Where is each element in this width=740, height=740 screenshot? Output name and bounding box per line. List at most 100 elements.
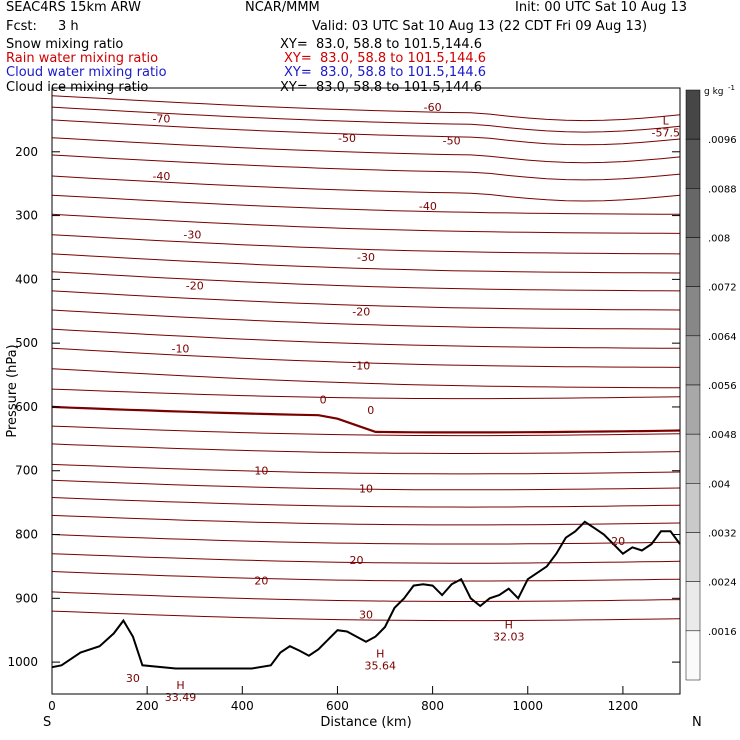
- contour-line: [51, 137, 681, 164]
- contour-line: [51, 175, 681, 202]
- contour-label: -50: [338, 132, 356, 145]
- init-time: Init: 00 UTC Sat 10 Aug 13: [515, 0, 688, 15]
- colorbar-label: .0072: [708, 283, 737, 294]
- extremum-value: 32.03: [493, 631, 525, 644]
- contour-label: -70: [152, 113, 170, 126]
- contour-line: [51, 347, 681, 368]
- contour-line: [51, 234, 681, 255]
- contour-line: [51, 514, 681, 526]
- field-xy-snow: XY= 83.0, 58.8 to 101.5,144.6: [280, 37, 483, 52]
- contour-line: [51, 610, 681, 622]
- field-label-rain: Rain water mixing ratio: [6, 51, 159, 66]
- contour-line: [51, 194, 681, 215]
- contour-line: [51, 479, 681, 491]
- y-tick-label: 200: [15, 145, 38, 159]
- contour-label: -20: [186, 280, 204, 293]
- contour-label: -10: [171, 342, 189, 355]
- y-tick-label: 600: [15, 400, 38, 414]
- x-tick-label: 1200: [608, 699, 639, 713]
- contour-label: 20: [611, 535, 625, 548]
- contour-label: 20: [349, 554, 363, 567]
- terrain-line: [51, 520, 681, 670]
- y-tick-label: 300: [15, 209, 38, 223]
- plot-frame: [51, 87, 681, 695]
- contour-line: [51, 405, 681, 434]
- contour-label: -40: [419, 200, 437, 213]
- colorbar-label: .0024: [708, 578, 737, 589]
- contour-line: [51, 106, 681, 133]
- x-tick-label: 0: [48, 699, 56, 713]
- extremum-symbol: H: [505, 619, 513, 632]
- contour-line: [51, 154, 681, 181]
- contour-line: [51, 534, 681, 545]
- model-title: SEAC4RS 15km ARW: [6, 0, 142, 15]
- field-label-snow: Snow mixing ratio: [6, 37, 124, 52]
- contour-line: [51, 119, 681, 146]
- colorbar-bin: [685, 630, 701, 681]
- contour-line: [51, 553, 681, 564]
- x-axis-label: Distance (km): [320, 715, 411, 730]
- center-title: NCAR/MMM: [245, 0, 320, 15]
- colorbar-bin: [685, 433, 701, 484]
- x-tick-label: 400: [231, 699, 254, 713]
- contour-label: -30: [357, 251, 375, 264]
- x-tick-label: 600: [326, 699, 349, 713]
- contour-line: [51, 497, 681, 508]
- colorbar-bin: [685, 138, 701, 189]
- contour-line: [51, 253, 681, 274]
- colorbar-bin: [685, 483, 701, 533]
- colorbar-bin: [685, 286, 701, 337]
- endpoint-left: S: [43, 715, 51, 730]
- colorbar-label: .0056: [708, 381, 737, 392]
- y-tick-label: 800: [15, 528, 38, 542]
- fcst-value: 3 h: [58, 19, 79, 34]
- extremum-symbol: H: [376, 647, 384, 660]
- contour-labels: -70 -60 -50 -50 -40 -40 -30 -30 -20 -20 -10 -10 0 0 10…: [126, 101, 680, 704]
- contour-line: [51, 95, 681, 122]
- colorbar-unit: g kg: [704, 87, 724, 97]
- contour-label: 0: [367, 404, 374, 417]
- contour-label: 10: [254, 465, 268, 478]
- contour-line: [51, 425, 681, 437]
- colorbar-bin: [685, 384, 701, 435]
- y-tick-label: 400: [15, 272, 38, 286]
- colorbar-label: .004: [708, 479, 730, 490]
- colorbar-label: .0088: [708, 184, 737, 195]
- contour-line: [51, 388, 681, 400]
- contour-label: -50: [443, 134, 461, 147]
- x-tick-label: 800: [421, 699, 444, 713]
- y-tick-label: 700: [15, 464, 38, 478]
- colorbar-label: .0016: [708, 627, 737, 638]
- contour-label: 30: [359, 608, 373, 621]
- x-tick-label: 200: [136, 699, 159, 713]
- colorbar-bin: [685, 188, 701, 238]
- colorbar-label: .0048: [708, 430, 737, 441]
- endpoint-right: N: [692, 715, 702, 730]
- contour-label: -40: [152, 170, 170, 183]
- colorbar-label: .0096: [708, 135, 737, 146]
- colorbar-label: .008: [708, 234, 730, 245]
- extremum-value: -57.5: [651, 127, 679, 140]
- contour-line: [51, 443, 681, 454]
- extremum-symbol: L: [663, 115, 670, 128]
- contour-label: 10: [359, 483, 373, 496]
- colorbar-label: .0064: [708, 332, 737, 343]
- contour-line: [51, 309, 681, 330]
- contour-label: -60: [424, 101, 442, 114]
- contour-line: [51, 213, 681, 234]
- fcst-label: Fcst:: [6, 19, 37, 34]
- colorbar-bin: [685, 335, 701, 386]
- colorbar-unit-exponent: -1: [728, 84, 735, 92]
- contour-label: -20: [352, 305, 370, 318]
- colorbar-bin: [685, 532, 701, 582]
- temperature-contours: [51, 95, 681, 622]
- contour-label: 0: [320, 393, 327, 406]
- y-tick-label: 1000: [7, 655, 38, 669]
- contour-line: [51, 271, 681, 292]
- y-axis-label: Pressure (hPa): [5, 344, 20, 437]
- colorbar-bin: [685, 237, 701, 287]
- contour-line: [51, 591, 681, 602]
- extremum-symbol: H: [176, 679, 184, 692]
